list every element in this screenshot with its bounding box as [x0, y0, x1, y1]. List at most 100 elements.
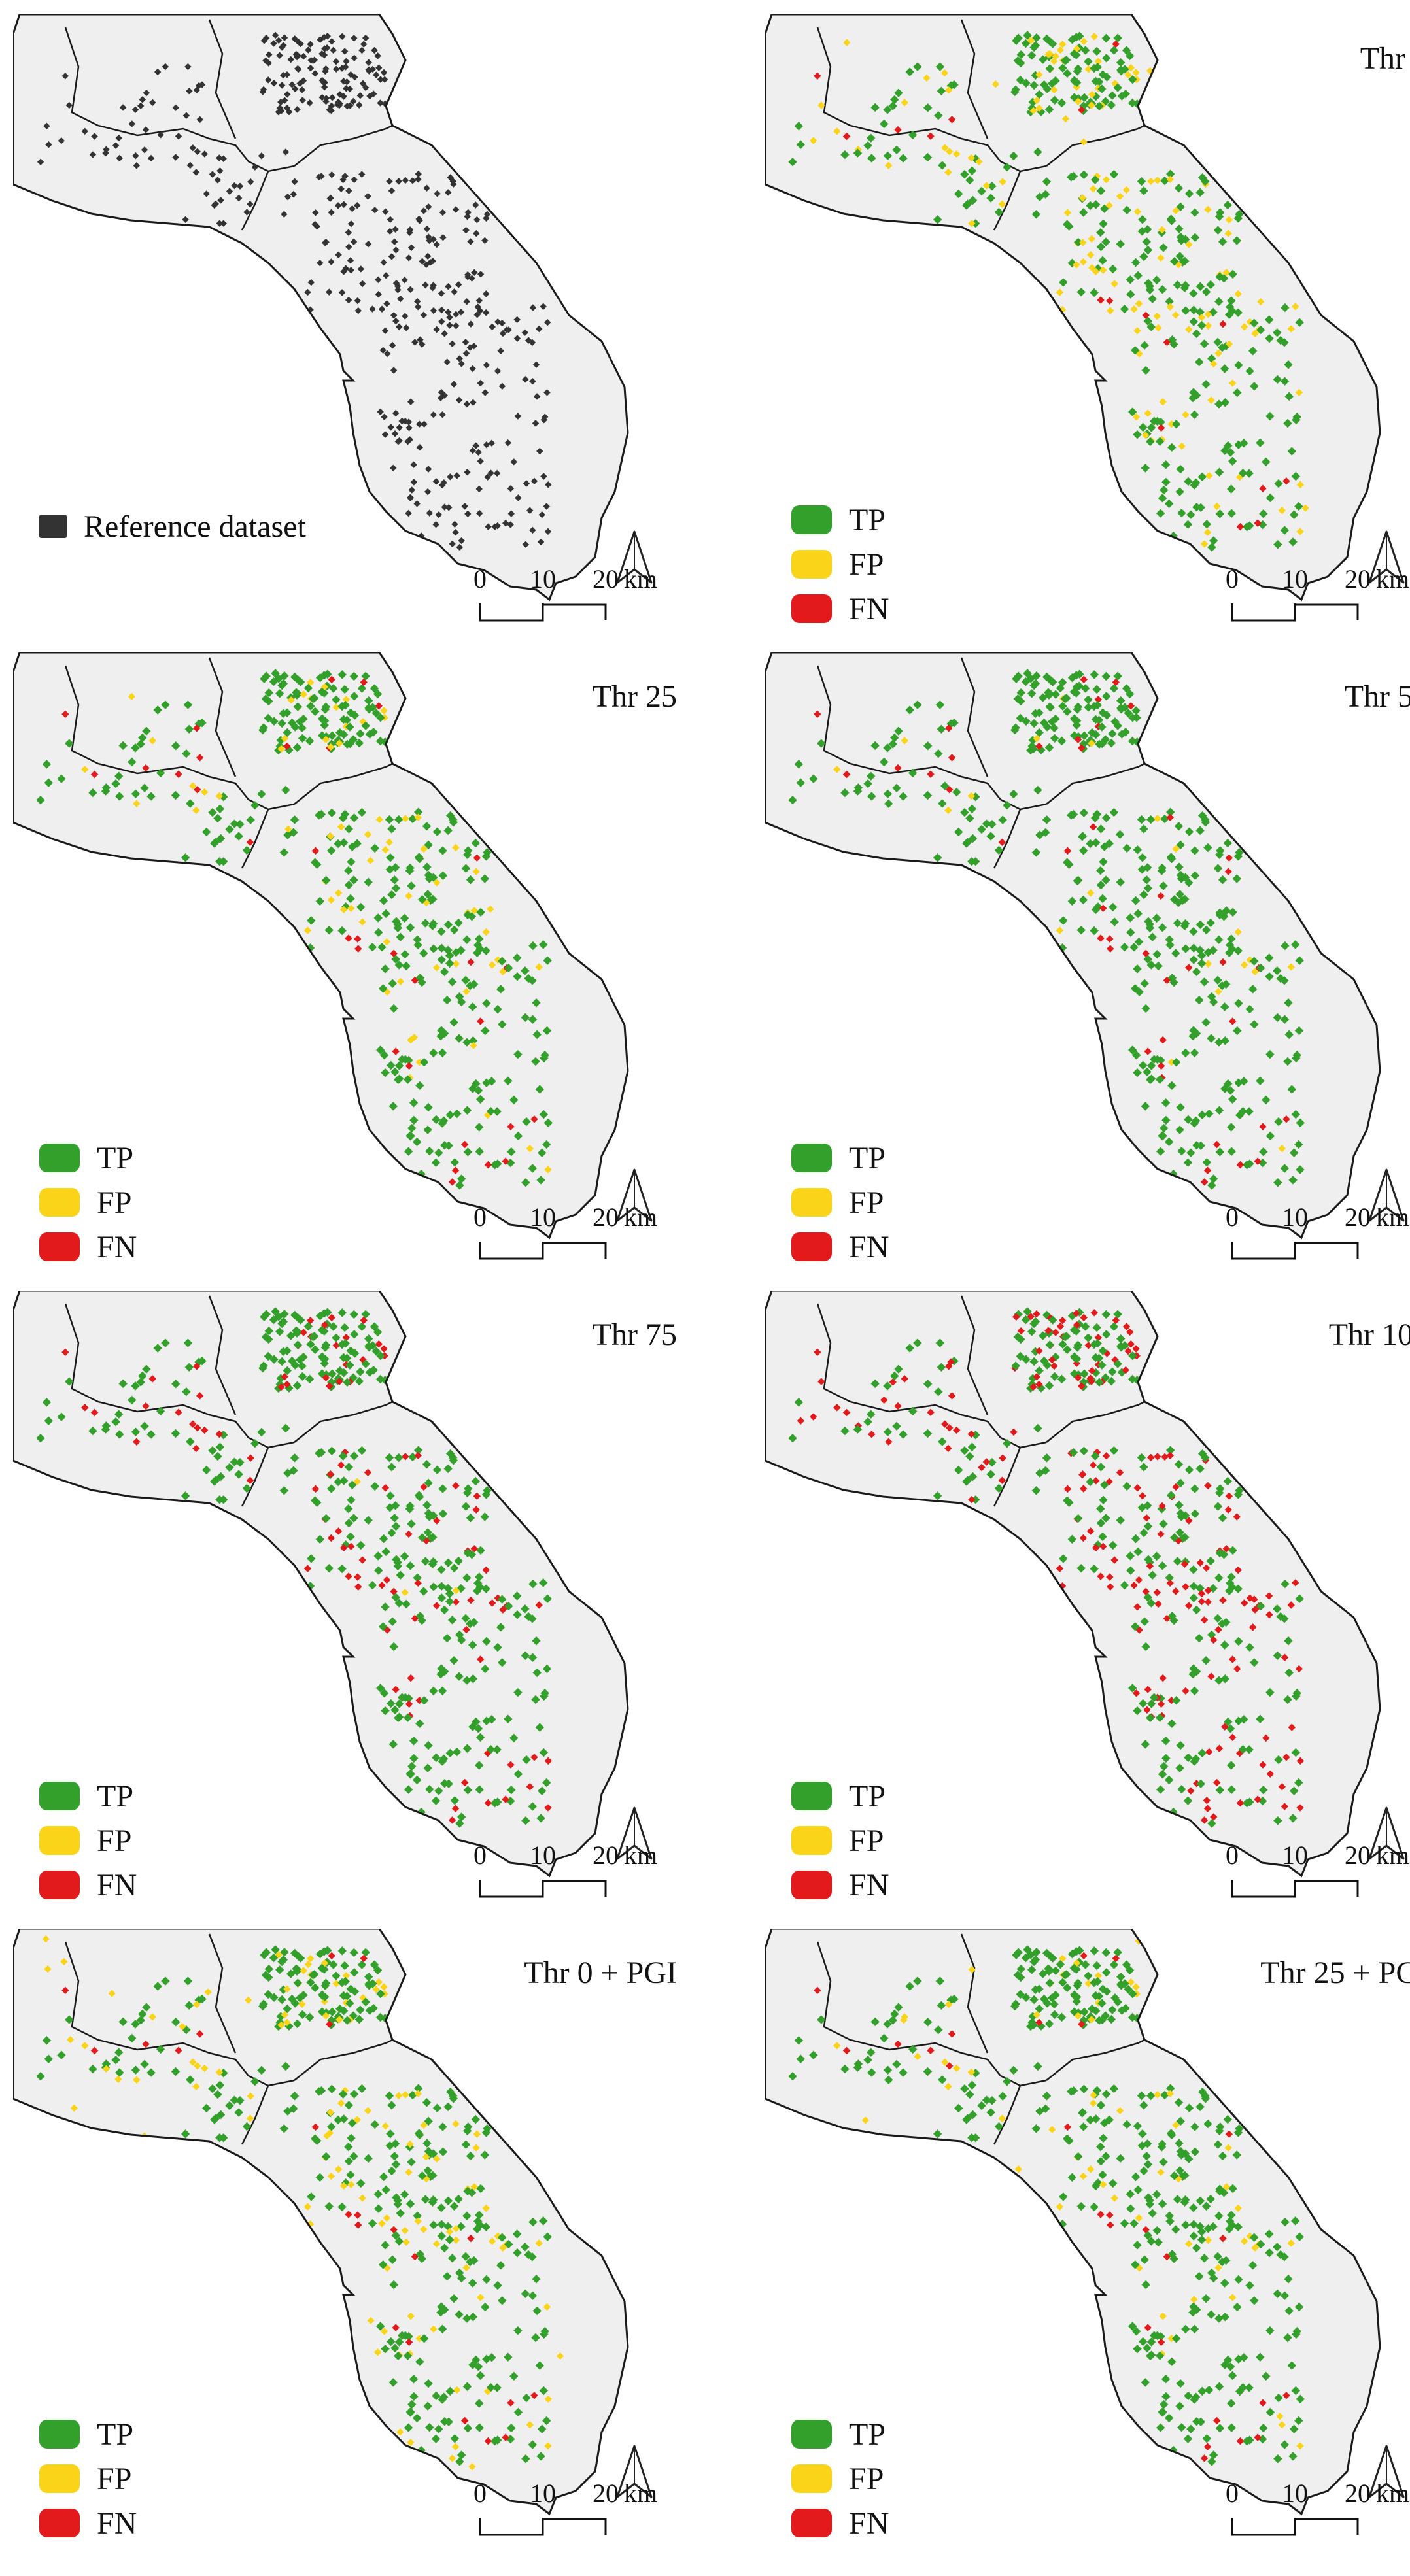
legend-swatch-tp	[791, 1144, 832, 1172]
site-point	[1289, 1786, 1299, 1795]
site-point	[1250, 2296, 1259, 2305]
legend-swatch-fp	[39, 1826, 80, 1855]
site-point	[357, 807, 367, 817]
site-point	[275, 1327, 284, 1336]
site-point	[392, 409, 400, 417]
site-point	[472, 442, 480, 449]
site-point	[464, 468, 471, 476]
site-point	[281, 34, 288, 41]
site-point	[1101, 1514, 1110, 1523]
site-point	[1207, 1034, 1216, 1043]
site-point	[842, 1408, 851, 1417]
site-point	[1167, 1696, 1175, 1704]
site-point	[535, 2361, 545, 2370]
site-point	[357, 265, 365, 273]
site-point	[1165, 297, 1174, 306]
site-point	[356, 101, 363, 109]
site-point	[1073, 705, 1082, 714]
site-point	[345, 2211, 352, 2218]
site-point	[1274, 1117, 1283, 1127]
site-point	[526, 1783, 534, 1791]
scale-tick-20: 20	[593, 564, 619, 594]
site-point	[454, 1556, 463, 1566]
site-point	[1291, 1748, 1301, 1757]
site-point	[128, 757, 137, 767]
site-point	[470, 1042, 477, 1049]
coastline	[13, 14, 629, 602]
site-point	[334, 1477, 343, 1487]
site-point	[994, 2122, 1004, 2131]
site-point	[1206, 1556, 1215, 1566]
site-point	[460, 2416, 469, 2425]
site-point	[978, 1463, 986, 1472]
site-point	[535, 1723, 545, 1732]
site-point	[1201, 379, 1211, 389]
site-point	[1220, 1002, 1229, 1011]
site-point	[453, 1109, 462, 1119]
scale-unit: km	[1376, 564, 1409, 594]
site-point	[202, 827, 211, 837]
site-point	[423, 1125, 432, 1134]
site-point	[281, 2061, 290, 2071]
site-point	[1264, 953, 1274, 962]
site-point	[1192, 329, 1201, 339]
site-point	[194, 148, 201, 156]
site-point	[513, 1687, 523, 1697]
admin-border	[960, 657, 989, 777]
site-point	[260, 37, 268, 44]
site-point	[1088, 739, 1095, 747]
site-point	[405, 1132, 415, 1141]
site-point	[1112, 1316, 1120, 1325]
site-point	[1131, 896, 1141, 906]
site-point	[1139, 1528, 1148, 1538]
scale-bar: 0 10 20 km	[471, 552, 680, 631]
scale-tick-0: 0	[1226, 1840, 1239, 1870]
site-point	[1042, 722, 1052, 732]
site-point	[443, 358, 451, 365]
legend-label-fn: FN	[849, 1867, 889, 1903]
site-point	[380, 2328, 388, 2335]
site-point	[171, 2067, 181, 2076]
site-point	[381, 413, 388, 420]
site-point	[1254, 1157, 1262, 1165]
site-point	[533, 393, 541, 400]
site-point	[184, 63, 192, 71]
site-point	[1141, 2280, 1150, 2290]
site-point	[342, 1334, 351, 1342]
site-point	[209, 171, 216, 178]
legend-item-fn: FN	[39, 2501, 137, 2545]
site-point	[1078, 194, 1087, 202]
site-point	[1197, 565, 1205, 573]
site-point	[530, 477, 538, 485]
site-point	[796, 778, 806, 787]
site-point	[385, 815, 394, 824]
site-point	[1160, 2090, 1169, 2100]
site-point	[1165, 169, 1175, 178]
site-point	[1184, 1115, 1193, 1125]
site-point	[1122, 1482, 1131, 1491]
site-point	[1287, 2239, 1295, 2247]
site-point	[460, 1778, 469, 1787]
site-point	[934, 110, 943, 120]
site-point	[264, 1351, 273, 1361]
north-arrow-icon	[616, 2445, 653, 2498]
site-point	[1273, 375, 1282, 384]
site-point	[1016, 1351, 1025, 1361]
site-point	[1259, 509, 1268, 518]
site-point	[1245, 521, 1254, 530]
site-point	[1062, 220, 1072, 229]
land-area	[13, 14, 628, 600]
site-point	[334, 2115, 343, 2125]
site-point	[377, 408, 384, 416]
site-point	[1190, 2395, 1199, 2404]
site-point	[1141, 1102, 1150, 1111]
site-point	[540, 473, 547, 480]
legend-item-fn: FN	[39, 1863, 137, 1907]
site-point	[445, 282, 452, 290]
site-point	[1132, 413, 1141, 421]
map-thr100	[765, 1291, 1381, 1878]
site-point	[1214, 1038, 1224, 1047]
site-point	[513, 1131, 523, 1141]
site-point	[1280, 1015, 1290, 1024]
site-point	[967, 292, 974, 299]
